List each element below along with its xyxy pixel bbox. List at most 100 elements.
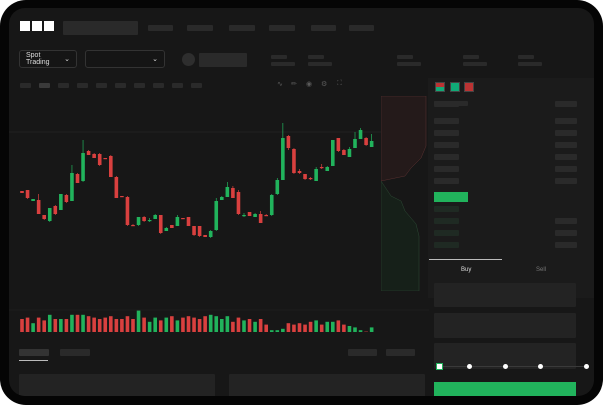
candle-body: [81, 153, 85, 181]
volume-bar: [247, 319, 252, 332]
candle-body: [331, 140, 335, 166]
tab-sell[interactable]: Sell: [536, 267, 547, 273]
volume-bar: [97, 319, 102, 332]
orderbook-price[interactable]: [434, 178, 459, 184]
slider-step-50[interactable]: [503, 364, 508, 369]
orderbook-price[interactable]: [434, 118, 459, 124]
timeframe-button[interactable]: [172, 83, 183, 88]
timeframe-button[interactable]: [115, 83, 126, 88]
amount-slider[interactable]: [439, 366, 589, 367]
price-input[interactable]: [434, 283, 576, 307]
candle-body: [347, 149, 352, 157]
timeframe-button[interactable]: [58, 83, 69, 88]
line-icon[interactable]: ∿: [277, 81, 283, 88]
candle-body: [175, 217, 180, 226]
mid-price: [434, 192, 468, 202]
candle-body: [70, 173, 74, 201]
filter-button[interactable]: [348, 349, 377, 356]
orderbook-price[interactable]: [434, 218, 459, 224]
slider-handle[interactable]: [436, 363, 443, 370]
ruler-icon[interactable]: ✏: [291, 81, 297, 88]
orderbook-amount: [555, 142, 577, 148]
candle-body: [20, 191, 24, 193]
tab-open-orders[interactable]: [19, 349, 49, 356]
orderbook-price[interactable]: [434, 230, 459, 236]
volume-bar: [81, 314, 85, 332]
candle-body: [231, 188, 235, 198]
candle-body: [158, 215, 163, 233]
nav-item[interactable]: [311, 25, 336, 31]
settings-icon[interactable]: ⚙: [321, 81, 328, 88]
nav-item[interactable]: [229, 25, 255, 31]
nav-item[interactable]: [148, 25, 173, 31]
orderbook-amount: [555, 178, 577, 184]
market-selector[interactable]: Spot Trading ⌄: [19, 50, 77, 68]
orderbook-amount: [555, 154, 577, 160]
nav-item[interactable]: [187, 25, 213, 31]
volume-bar: [125, 316, 130, 332]
volume-bar: [59, 319, 63, 332]
candle-body: [253, 214, 257, 217]
timeframe-button[interactable]: [191, 83, 202, 88]
timeframe-button[interactable]: [153, 83, 164, 88]
orderbook-price[interactable]: [434, 154, 459, 160]
volume-bar: [158, 320, 163, 332]
candle-body: [59, 194, 63, 210]
orderbook-amount: [555, 101, 577, 107]
candle-body: [170, 225, 174, 228]
candle-body: [181, 218, 185, 220]
candle-body: [136, 217, 141, 225]
stat-value: [397, 62, 421, 66]
candle-body: [225, 187, 230, 197]
timeframe-button[interactable]: [20, 83, 31, 88]
slider-step-25[interactable]: [467, 364, 472, 369]
candle-body: [258, 214, 263, 223]
filter-button[interactable]: [386, 349, 415, 356]
chevron-down-icon: ⌄: [152, 56, 158, 63]
candle-body: [203, 235, 207, 237]
orderbook-amount: [555, 218, 577, 224]
stat-label: [308, 55, 324, 59]
candle-body: [342, 150, 346, 155]
tab-order-history[interactable]: [60, 349, 90, 356]
pair-selector[interactable]: ⌄: [85, 50, 165, 68]
timeframe-button[interactable]: [77, 83, 88, 88]
orderbook-price[interactable]: [434, 166, 459, 172]
tab-underline: [19, 360, 48, 361]
coin-icon: [182, 53, 195, 66]
nav-item[interactable]: [269, 25, 295, 31]
orderbook-price[interactable]: [434, 242, 459, 248]
orderbook-amount: [555, 130, 577, 136]
timeframe-button[interactable]: [134, 83, 145, 88]
orderbook-bids-icon[interactable]: [450, 82, 460, 92]
header-search-placeholder[interactable]: [63, 21, 138, 35]
buy-button[interactable]: [434, 382, 576, 396]
slider-step-75[interactable]: [538, 364, 543, 369]
nav-item[interactable]: [349, 25, 374, 31]
candle-body: [120, 196, 124, 198]
timeframe-button[interactable]: [39, 83, 50, 88]
orderbook-price[interactable]: [434, 130, 459, 136]
orderbook-amount: [555, 230, 577, 236]
candle-body: [36, 200, 41, 214]
orderbook-both-icon[interactable]: [435, 82, 445, 92]
volume-bar: [109, 316, 113, 332]
orderbook-price[interactable]: [434, 142, 459, 148]
candle-body: [236, 192, 241, 214]
volume-bar: [170, 316, 174, 332]
volume-bar: [142, 317, 146, 332]
tab-buy[interactable]: Buy: [461, 267, 472, 273]
slider-step-100[interactable]: [584, 364, 589, 369]
amount-input[interactable]: [434, 313, 576, 338]
volume-bar: [342, 324, 346, 332]
volume-bar: [225, 316, 230, 332]
fullscreen-icon[interactable]: ⛶: [337, 80, 342, 87]
camera-icon[interactable]: ◉: [306, 81, 313, 88]
volume-bar: [314, 320, 318, 332]
candlestick-chart[interactable]: [9, 90, 429, 332]
timeframe-button[interactable]: [96, 83, 107, 88]
stat-value: [463, 62, 487, 66]
orderbook-price[interactable]: [434, 206, 459, 212]
orderbook-asks-icon[interactable]: [464, 82, 474, 92]
candle-body: [214, 201, 219, 230]
